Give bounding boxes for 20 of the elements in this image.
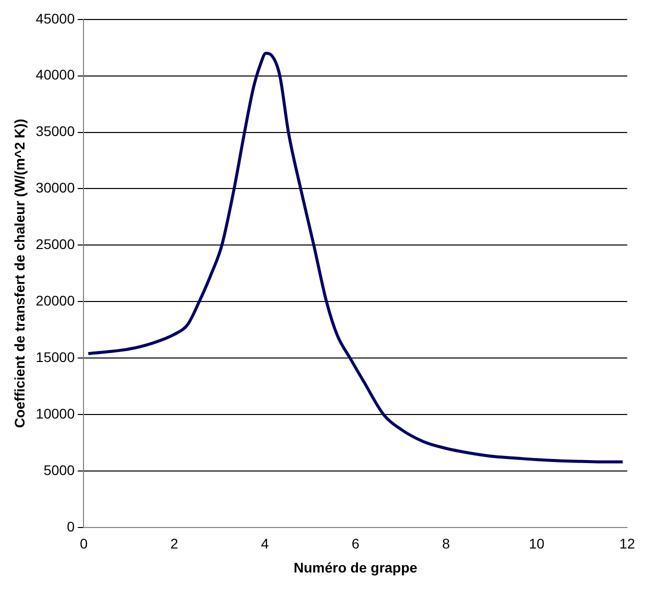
x-tick-label: 10 <box>528 536 545 552</box>
line-series <box>86 52 624 464</box>
y-tick-label: 25000 <box>36 236 75 252</box>
y-tick-label: 20000 <box>36 292 75 308</box>
x-tick-label: 0 <box>80 536 88 552</box>
y-tick-label: 35000 <box>36 123 75 140</box>
y-tick-label: 15000 <box>36 348 75 365</box>
y-tick-label: 30000 <box>36 180 75 196</box>
y-axis-title: Coefficient de transfert de chaleur (W/(m^2 K)) <box>11 118 28 428</box>
x-tick-label: 4 <box>260 536 269 552</box>
x-tick-label: 8 <box>442 536 450 552</box>
y-tick-label: 10000 <box>36 405 75 422</box>
x-tick-label: 6 <box>352 536 360 552</box>
y-tick-label: 0 <box>66 518 75 534</box>
x-axis-title: Numéro de grappe <box>294 559 418 576</box>
y-tick-label: 5000 <box>44 462 75 478</box>
x-tick-label: 2 <box>170 536 178 552</box>
x-tick-label: 12 <box>619 536 636 552</box>
y-tick-label: 45000 <box>36 10 75 26</box>
y-tick-label: 40000 <box>36 66 75 83</box>
